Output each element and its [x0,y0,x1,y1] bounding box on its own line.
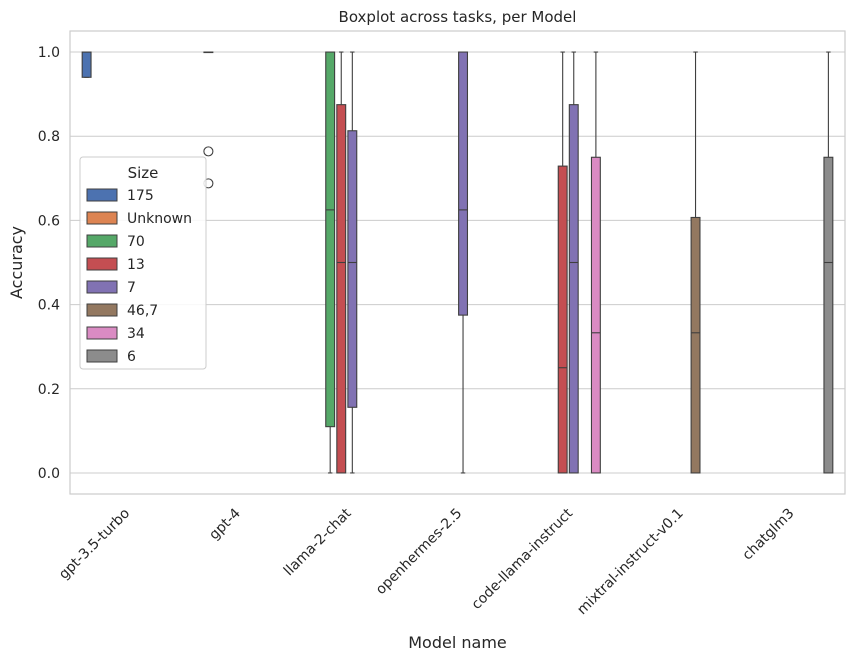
x-tick-label: code-llama-instruct [469,505,577,613]
legend-title: Size [128,164,159,182]
box-iqr [590,156,601,474]
box-iqr [81,51,92,78]
y-axis-label: Accuracy [7,226,26,299]
legend-swatch [86,257,118,271]
legend-swatch [86,349,118,363]
legend-swatch [86,234,118,248]
legend-entry-7: 7 [86,280,136,296]
box-iqr [458,51,469,316]
legend-label: 7 [127,280,136,296]
x-tick-labels: gpt-3.5-turbo gpt-4 llama-2-chat openhermes… [56,505,798,618]
y-tick-label: 1.0 [38,45,60,61]
box-mixtral-instruct-v0.1-46,7 [690,51,701,474]
legend-entry-Unknown: Unknown [86,211,192,227]
outlier-point [203,146,214,157]
box-chatglm3-6 [823,51,834,474]
legend-label: 70 [127,234,145,250]
box-llama-2-chat-13 [336,51,347,474]
plot-frame [69,30,846,495]
x-tick-label: gpt-3.5-turbo [56,506,133,583]
legend-label: 6 [127,349,136,365]
legend-entry-13: 13 [86,257,145,273]
legend-label: Unknown [127,211,192,227]
x-tick-label: openhermes-2.5 [373,506,465,598]
legend: Size 175 Unknown 70 13 7 46,7 34 6 [79,156,207,370]
legend-entry-175: 175 [86,188,154,204]
box-iqr [557,165,568,474]
x-tick-label: chatglm3 [740,506,798,564]
legend-label: 34 [127,326,145,342]
legend-swatch [86,188,118,202]
box-iqr [568,104,579,474]
box-iqr [823,156,834,474]
y-tick-label: 0.0 [38,466,60,482]
legend-swatch [86,303,118,317]
box-iqr [690,216,701,474]
box-layer [81,51,834,474]
legend-label: 13 [127,257,145,273]
legend-swatch [86,280,118,294]
box-llama-2-chat-70 [325,51,336,474]
box-llama-2-chat-7 [347,51,358,474]
y-tick-label: 0.4 [38,298,60,314]
x-axis-label: Model name [408,633,507,652]
box-gpt-3.5-turbo-175 [81,51,92,78]
box-openhermes-2.5-7 [458,51,469,474]
legend-swatch [86,211,118,225]
legend-label: 46,7 [127,303,158,319]
x-tick-label: llama-2-chat [281,505,355,579]
box-code-llama-instruct-34 [590,51,601,474]
y-tick-label: 0.2 [38,382,60,398]
box-gpt-4-Unknown [203,51,214,189]
legend-label: 175 [127,188,154,204]
y-tick-labels: 0.0 0.2 0.4 0.6 0.8 1.0 [38,45,60,482]
legend-entry-6: 6 [86,349,136,365]
y-tick-label: 0.8 [38,129,60,145]
legend-entry-70: 70 [86,234,145,250]
box-code-llama-instruct-7 [568,51,579,474]
legend-swatch [86,326,118,340]
box-iqr [325,51,336,428]
box-iqr [347,130,358,408]
y-tick-label: 0.6 [38,213,60,229]
legend-entry-46,7: 46,7 [86,303,158,319]
box-code-llama-instruct-13 [557,51,568,474]
box-iqr [336,104,347,474]
x-tick-label: mixtral-instruct-v0.1 [574,506,687,619]
legend-entry-34: 34 [86,326,145,342]
chart-title: Boxplot across tasks, per Model [339,8,577,26]
legend-entries: 175 Unknown 70 13 7 46,7 34 6 [86,188,192,365]
x-tick-label: gpt-4 [206,505,244,543]
